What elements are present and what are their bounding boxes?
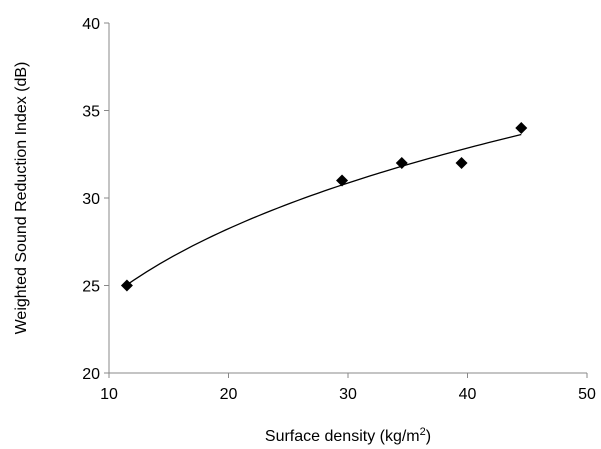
x-tick-label: 50 <box>578 386 596 403</box>
data-point-marker <box>120 279 133 292</box>
y-tick-label: 30 <box>82 191 100 208</box>
y-tick-label: 20 <box>82 366 100 383</box>
x-axis-title-superscript: 2 <box>420 426 426 438</box>
y-axis-title: Weighted Sound Reduction Index (dB) <box>13 62 30 335</box>
y-tick-label: 35 <box>82 104 100 121</box>
x-tick-label: 10 <box>100 386 118 403</box>
x-tick-label: 30 <box>339 386 357 403</box>
data-point-marker <box>336 174 349 187</box>
x-axis-title: Surface density (kg/m2) <box>265 426 431 445</box>
x-tick-label: 40 <box>459 386 477 403</box>
y-ticks: 20 25 30 35 40 <box>82 16 109 383</box>
y-tick-label: 40 <box>82 16 100 33</box>
trend-line <box>126 133 522 286</box>
data-point-marker <box>455 157 468 169</box>
x-axis-title-main: Surface density (kg/m <box>265 428 420 445</box>
data-points <box>120 122 528 292</box>
axes <box>108 23 587 374</box>
x-tick-label: 20 <box>220 386 238 403</box>
x-axis-title-end: ) <box>426 428 431 445</box>
data-point-marker <box>395 157 408 169</box>
data-point-marker <box>515 122 528 134</box>
y-tick-label: 25 <box>82 279 100 296</box>
x-ticks: 10 20 30 40 50 <box>100 373 596 403</box>
